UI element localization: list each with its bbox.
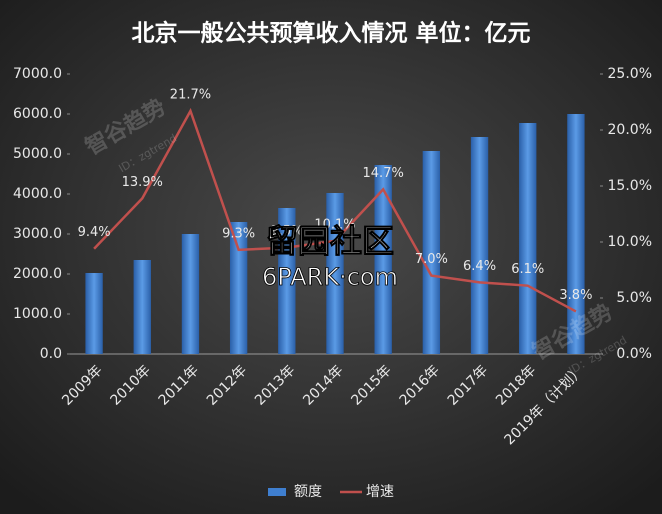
data-label: 6.1% (511, 262, 544, 277)
legend-label: 增速 (366, 484, 394, 500)
y-tick-label: 7000.0 (13, 66, 62, 82)
data-label: 21.7% (170, 87, 211, 102)
y-tick-label: 6000.0 (13, 106, 62, 122)
data-label: 10.1% (314, 217, 355, 232)
y-tick-label: 2000.0 (13, 266, 62, 282)
data-label: 14.7% (363, 166, 404, 181)
watermark: 留园社区 (266, 222, 394, 260)
y2-tick-label: 25.0% (608, 66, 652, 82)
data-label: 9.3% (222, 226, 255, 241)
bar (422, 151, 441, 354)
bar (519, 123, 537, 354)
legend-label: 额度 (294, 484, 322, 500)
y2-tick-label: 0.0% (616, 346, 652, 362)
bar (133, 260, 151, 354)
data-label: 6.4% (463, 259, 496, 274)
bar (85, 273, 103, 354)
y2-tick-label: 15.0% (608, 178, 652, 194)
bar (278, 208, 296, 354)
data-label: 9.5% (270, 224, 303, 239)
y2-tick-label: 10.0% (608, 234, 652, 250)
bar (567, 114, 585, 354)
chart-title: 北京一般公共预算收入情况 单位：亿元 (131, 20, 530, 47)
data-label: 3.8% (559, 288, 592, 303)
y-tick-label: 0.0 (40, 346, 62, 362)
y-tick-label: 5000.0 (13, 146, 62, 162)
bar (326, 193, 344, 354)
y-tick-label: 4000.0 (13, 186, 62, 202)
y-tick-label: 3000.0 (13, 226, 62, 242)
bar (229, 222, 248, 354)
watermark: 6PARK·com (262, 263, 398, 291)
legend-swatch (268, 488, 286, 496)
y-tick-label: 1000.0 (13, 306, 62, 322)
data-label: 13.9% (122, 175, 163, 190)
bar (374, 165, 392, 354)
bar (181, 234, 200, 354)
line (93, 107, 577, 313)
data-label: 9.4% (78, 225, 111, 240)
y2-tick-label: 20.0% (608, 122, 652, 138)
y2-tick-label: 5.0% (616, 290, 652, 306)
bar (470, 137, 489, 354)
data-label: 7.0% (415, 252, 448, 267)
